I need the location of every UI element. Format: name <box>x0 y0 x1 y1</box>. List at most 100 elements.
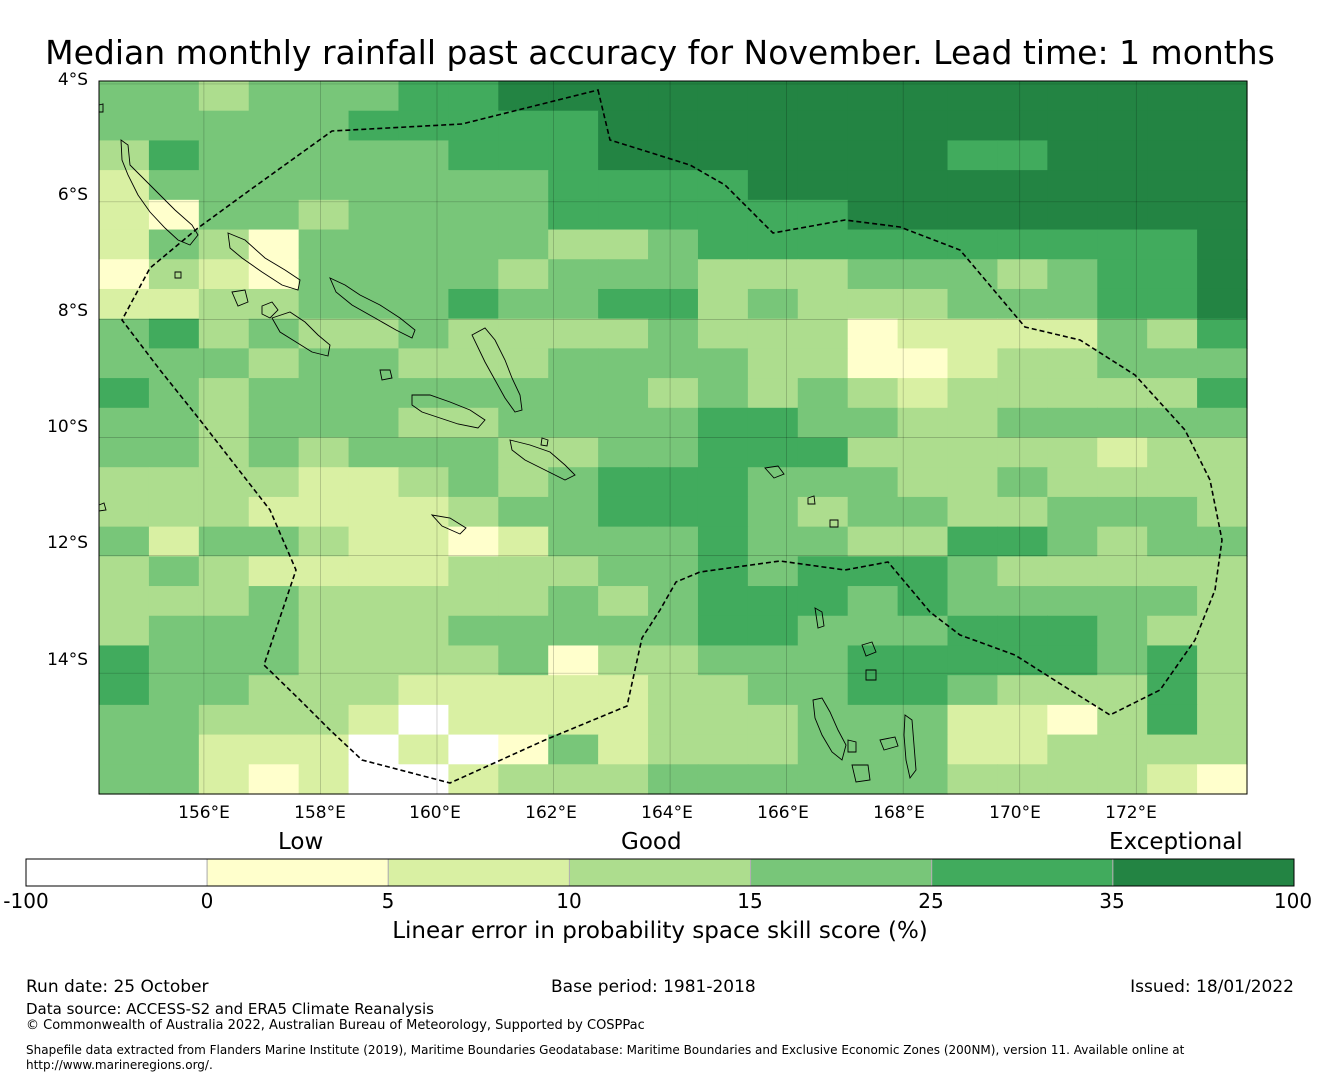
skill-cell <box>997 348 1048 379</box>
skill-cell <box>248 140 300 171</box>
skill-cell <box>348 259 400 290</box>
map-title: Median monthly rainfall past accuracy fo… <box>45 33 1275 72</box>
skill-cell <box>847 348 899 379</box>
shapefile-url[interactable]: http://www.marineregions.org/. <box>26 1058 213 1072</box>
skill-cell <box>847 288 899 320</box>
skill-cell <box>797 229 849 260</box>
skill-cell <box>847 615 899 647</box>
skill-cell <box>99 467 150 498</box>
skill-cell <box>1097 140 1148 171</box>
skill-cell <box>298 615 350 647</box>
skill-cell <box>548 764 599 795</box>
skill-cell <box>99 199 150 231</box>
skill-cell <box>448 140 499 171</box>
skill-cell <box>797 407 849 439</box>
skill-cell <box>348 764 400 795</box>
skill-cell <box>1097 407 1148 439</box>
colorbar-segment <box>750 858 933 887</box>
skill-cell <box>99 496 150 528</box>
skill-cell <box>797 318 849 349</box>
skill-cell <box>148 348 200 379</box>
skill-cell <box>797 199 849 231</box>
skill-cell <box>747 586 799 617</box>
skill-cell <box>897 407 949 439</box>
skill-cell <box>398 378 449 409</box>
skill-cell <box>598 348 649 379</box>
skill-cell <box>1097 704 1148 736</box>
skill-cell <box>747 170 799 201</box>
skill-cell <box>448 229 499 260</box>
skill-cell <box>448 259 499 290</box>
skill-cell <box>997 734 1048 765</box>
skill-cell <box>148 704 200 736</box>
skill-cell <box>298 81 350 112</box>
island-outline <box>903 714 917 780</box>
island-outline <box>329 277 416 339</box>
skill-cell <box>1047 645 1098 676</box>
skill-cell <box>598 140 649 171</box>
skill-cell <box>648 496 699 528</box>
skill-cell <box>897 81 949 112</box>
skill-cell <box>797 734 849 765</box>
skill-cell <box>148 407 200 439</box>
skill-cell <box>997 764 1048 795</box>
skill-cell <box>198 170 250 201</box>
skill-cell <box>648 318 699 349</box>
skill-cell <box>198 348 250 379</box>
skill-cell <box>1097 288 1148 320</box>
skill-cell <box>498 675 549 706</box>
skill-cell <box>348 378 400 409</box>
skill-cell <box>1097 467 1148 498</box>
skill-cell <box>1047 259 1098 290</box>
lon-label-168e: 168°E <box>873 803 925 823</box>
skill-cell <box>148 764 200 795</box>
skill-cell <box>1197 81 1248 112</box>
skill-cell <box>897 259 949 290</box>
skill-cell <box>498 259 549 290</box>
island-outline <box>851 764 871 783</box>
skill-cell <box>148 110 200 142</box>
skill-cell <box>448 288 499 320</box>
island-outline <box>812 697 847 761</box>
skill-cell <box>697 229 749 260</box>
skill-cell <box>648 615 699 647</box>
colorbar-tick-10: 10 <box>556 889 582 913</box>
skill-cell <box>747 645 799 676</box>
skill-cell <box>1197 348 1248 379</box>
run-date: Run date: 25 October <box>26 977 209 997</box>
skill-cell <box>498 110 549 142</box>
skill-cell <box>99 81 150 112</box>
skill-cell <box>99 764 150 795</box>
skill-cell <box>1047 704 1098 736</box>
graticule <box>99 81 1247 794</box>
skill-cell <box>648 229 699 260</box>
skill-cell <box>99 229 150 260</box>
skill-cell <box>548 259 599 290</box>
skill-cell <box>548 199 599 231</box>
skill-cell <box>598 467 649 498</box>
skill-cell <box>1147 407 1198 439</box>
skill-cell <box>148 437 200 468</box>
skill-cell <box>947 675 999 706</box>
skill-cell <box>1097 526 1148 557</box>
skill-cell <box>1047 496 1098 528</box>
skill-cell <box>847 526 899 557</box>
lon-label-164e: 164°E <box>641 803 693 823</box>
lat-label-12s: 12°S <box>47 533 88 553</box>
skill-cell <box>448 526 499 557</box>
skill-cell <box>797 496 849 528</box>
skill-cell <box>198 259 250 290</box>
skill-cell <box>148 556 200 587</box>
skill-cell <box>997 378 1048 409</box>
skill-cell <box>1197 645 1248 676</box>
skill-cell <box>847 764 899 795</box>
skill-cell <box>99 645 150 676</box>
skill-cell <box>897 675 949 706</box>
skill-cell <box>548 348 599 379</box>
island-outline <box>471 327 523 413</box>
skill-cell <box>747 526 799 557</box>
skill-cell <box>298 437 350 468</box>
skill-cell <box>747 110 799 142</box>
skill-cell <box>99 704 150 736</box>
skill-cell <box>148 496 200 528</box>
